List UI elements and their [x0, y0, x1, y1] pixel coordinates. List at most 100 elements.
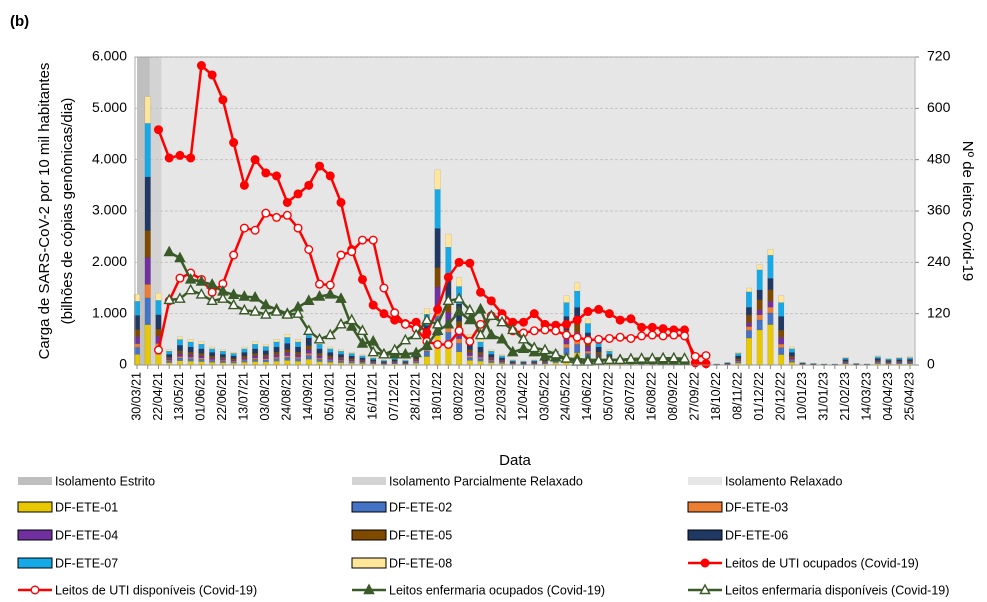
point	[304, 180, 314, 190]
bar-segment	[509, 359, 516, 361]
bar-segment	[413, 359, 420, 362]
point	[485, 328, 498, 340]
bar-segment	[788, 346, 795, 349]
point	[658, 331, 668, 341]
bar-segment	[746, 326, 752, 331]
point	[324, 287, 337, 299]
bar-segment	[477, 339, 484, 343]
bar-segment	[746, 314, 752, 323]
point	[647, 322, 657, 332]
point	[410, 328, 422, 340]
legend-item: Isolamento Parcialmente Relaxado	[352, 474, 583, 488]
y-tick-label: 3.000	[92, 202, 127, 218]
legend-item: DF-ETE-08	[351, 556, 452, 570]
point	[249, 305, 261, 316]
bar-segment	[477, 358, 484, 362]
bar-segment	[187, 346, 194, 353]
bar-segment	[477, 360, 484, 366]
bar-segment	[252, 359, 259, 362]
bar-segment	[874, 356, 881, 359]
bar-segment	[445, 246, 452, 274]
bar-segment	[327, 357, 334, 360]
point	[261, 168, 271, 178]
point	[153, 125, 163, 135]
bar-segment	[499, 362, 505, 364]
bar-segment	[907, 356, 913, 358]
x-tick-label: 31/01/23	[816, 372, 830, 421]
bar-segment	[219, 358, 226, 361]
bar-segment	[198, 341, 205, 345]
point	[229, 138, 239, 148]
bar-segment	[380, 359, 387, 361]
point	[517, 332, 530, 344]
point	[238, 303, 251, 315]
bar-segment	[907, 357, 913, 360]
bar-segment	[574, 282, 581, 292]
point	[464, 313, 476, 325]
bar-segment	[746, 330, 752, 339]
bar-segment	[209, 360, 216, 363]
point	[701, 351, 711, 361]
x-tick-label: 08/11/22	[731, 372, 745, 420]
bar-segment	[230, 358, 237, 360]
point	[561, 330, 571, 340]
legend-label: Leitos enfermaria disponíveis (Covid-19)	[725, 583, 949, 597]
bar-segment	[241, 348, 248, 353]
point	[410, 346, 422, 358]
point	[594, 304, 604, 314]
bar-segment	[295, 352, 301, 355]
bar-segment	[262, 346, 269, 351]
bar-segment	[284, 334, 291, 338]
bar-segment	[359, 360, 366, 363]
point	[572, 315, 582, 325]
bar-segment	[466, 360, 473, 366]
bar-segment	[488, 360, 495, 363]
bar-segment	[778, 354, 785, 366]
y-tick-label: 1.000	[92, 304, 127, 320]
bar-segment	[252, 357, 259, 360]
bar-segment	[767, 312, 774, 325]
bar-segment	[198, 359, 205, 362]
bar-segment	[499, 359, 505, 362]
bar-segment	[209, 352, 216, 357]
point	[604, 333, 614, 343]
bar-segment	[187, 352, 194, 355]
bar-segment	[198, 355, 205, 359]
bar-segment	[155, 354, 162, 366]
bar-segment	[563, 344, 570, 348]
point	[583, 335, 593, 345]
bar-segment	[413, 361, 420, 364]
bar-segment	[348, 359, 355, 362]
point	[379, 283, 389, 293]
bar-segment	[284, 357, 291, 361]
bar-segment	[735, 355, 742, 359]
point	[486, 296, 496, 306]
bar-segment	[370, 359, 377, 362]
bar-segment	[305, 345, 312, 350]
point	[282, 210, 292, 220]
point	[668, 351, 680, 363]
bar-segment	[380, 360, 387, 362]
point	[465, 336, 475, 346]
plot-border	[134, 56, 916, 366]
bar-segment	[499, 355, 505, 358]
bar-segment	[166, 350, 173, 355]
point	[164, 153, 174, 163]
point	[422, 328, 432, 338]
bar-segment	[767, 301, 774, 308]
x-tick-label: 25/04/23	[902, 372, 916, 421]
bar-segment	[252, 361, 259, 366]
bar-segment	[466, 355, 473, 358]
point	[303, 324, 315, 335]
bar-segment	[327, 346, 334, 349]
point	[551, 326, 561, 336]
bar-segment	[735, 361, 742, 364]
x-tick-label: 01/03/22	[473, 372, 487, 421]
point	[324, 328, 337, 340]
bar-segment	[746, 337, 752, 366]
legend-label: DF-ETE-02	[389, 500, 452, 514]
bar-segment	[767, 307, 774, 314]
point	[529, 309, 539, 319]
y-tick-label: 0	[119, 356, 127, 372]
